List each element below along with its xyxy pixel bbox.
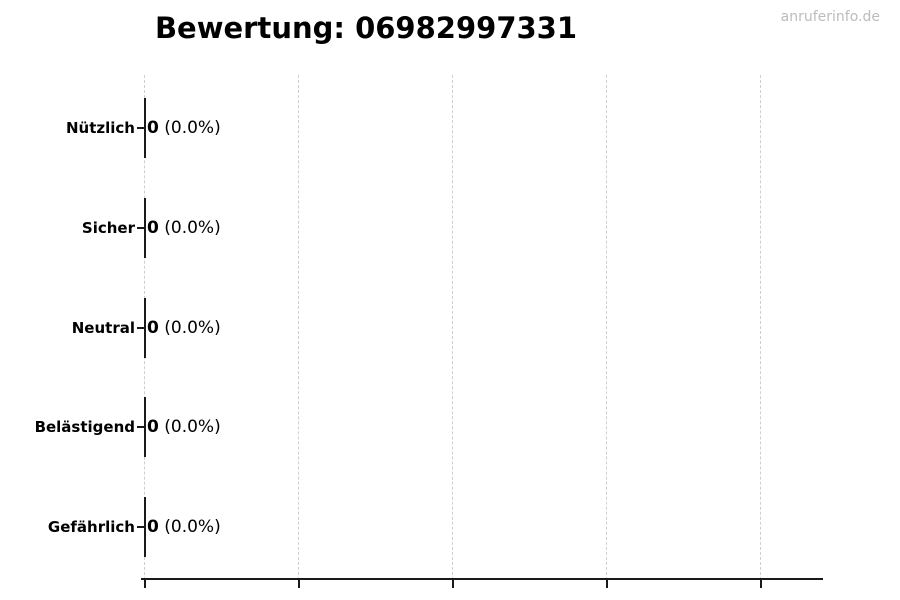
bar-zero-edge — [144, 298, 146, 358]
y-axis-tick — [137, 127, 144, 129]
bar-zero-edge — [144, 98, 146, 158]
bar-percentage: (0.0%) — [164, 417, 221, 437]
bar-row: Neutral 0 (0.0%) — [0, 298, 900, 358]
bar-percentage: (0.0%) — [164, 517, 221, 537]
x-axis-tick — [144, 580, 146, 588]
bar-count: 0 — [147, 218, 159, 238]
bar-zero-edge — [144, 198, 146, 258]
bar-value-label: 0 (0.0%) — [147, 497, 221, 557]
bar-zero-edge — [144, 497, 146, 557]
y-axis-tick — [137, 327, 144, 329]
bar-row: Belästigend 0 (0.0%) — [0, 397, 900, 457]
chart-title: Bewertung: 06982997331 — [154, 11, 578, 45]
x-axis-line — [141, 578, 823, 580]
bar-value-label: 0 (0.0%) — [147, 298, 221, 358]
y-axis-tick — [137, 526, 144, 528]
bar-count: 0 — [147, 118, 159, 138]
bar-count: 0 — [147, 517, 159, 537]
bar-row: Gefährlich 0 (0.0%) — [0, 497, 900, 557]
category-label: Gefährlich — [47, 518, 135, 536]
bar-value-label: 0 (0.0%) — [147, 198, 221, 258]
x-axis-tick — [452, 580, 454, 588]
gridline — [606, 75, 607, 580]
bar-percentage: (0.0%) — [164, 218, 221, 238]
x-axis-tick — [760, 580, 762, 588]
gridline — [760, 75, 761, 580]
gridline — [452, 75, 453, 580]
category-label: Nützlich — [66, 119, 135, 137]
category-label: Neutral — [71, 319, 135, 337]
watermark-text: anruferinfo.de — [780, 9, 880, 25]
x-axis-tick — [298, 580, 300, 588]
bar-row: Nützlich 0 (0.0%) — [0, 98, 900, 158]
bar-value-label: 0 (0.0%) — [147, 98, 221, 158]
x-axis-tick — [606, 580, 608, 588]
y-axis-tick — [137, 426, 144, 428]
category-label: Sicher — [81, 219, 135, 237]
bar-percentage: (0.0%) — [164, 118, 221, 138]
category-label: Belästigend — [34, 418, 135, 436]
bar-value-label: 0 (0.0%) — [147, 397, 221, 457]
bar-percentage: (0.0%) — [164, 318, 221, 338]
bar-count: 0 — [147, 417, 159, 437]
bar-zero-edge — [144, 397, 146, 457]
y-axis-tick — [137, 227, 144, 229]
gridline — [298, 75, 299, 580]
bar-count: 0 — [147, 318, 159, 338]
bar-row: Sicher 0 (0.0%) — [0, 198, 900, 258]
